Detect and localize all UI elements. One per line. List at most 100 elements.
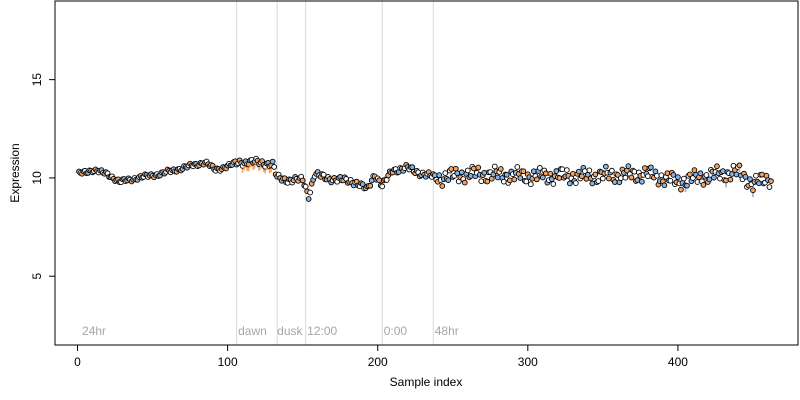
data-point [481, 169, 488, 176]
y-axis-ticks: 5 10 15 [30, 73, 55, 280]
data-point [461, 179, 468, 186]
data-point [563, 167, 570, 173]
data-point [547, 170, 554, 177]
data-point [595, 178, 602, 184]
data-point [681, 175, 687, 182]
data-point [618, 175, 624, 181]
data-point [517, 175, 524, 181]
data-point [579, 173, 585, 180]
data-point [661, 182, 668, 189]
data-point [742, 174, 749, 180]
data-point [711, 174, 717, 181]
data-point [600, 175, 606, 182]
data-point [759, 171, 765, 178]
x-tick-label: 200 [368, 355, 388, 369]
annotation-label: dawn [238, 324, 267, 338]
data-point [299, 177, 306, 184]
data-point [697, 170, 704, 177]
data-point [586, 167, 593, 174]
data-point [539, 174, 546, 181]
data-point [536, 165, 543, 171]
data-point [576, 168, 582, 175]
data-point [573, 180, 579, 186]
data-point [503, 171, 510, 178]
data-point [527, 181, 534, 188]
data-point [753, 172, 759, 179]
data-point [271, 164, 277, 170]
x-tick-label: 100 [218, 355, 238, 369]
data-point [484, 178, 491, 185]
data-point [467, 173, 474, 179]
data-point [667, 177, 674, 184]
data-point [625, 163, 632, 169]
time-annotations: 24hr dawn dusk 12:00 0:00 48hr [82, 324, 459, 338]
data-point [566, 180, 573, 187]
data-point [409, 164, 416, 171]
y-tick-label: 5 [30, 273, 44, 280]
data-point [320, 171, 327, 178]
y-tick-label: 10 [30, 171, 44, 185]
data-point [269, 158, 276, 165]
data-point [691, 167, 698, 173]
annotation-label: 48hr [435, 324, 459, 338]
data-point [675, 174, 681, 180]
data-point [727, 176, 734, 183]
data-point [670, 172, 677, 178]
data-point [714, 163, 720, 170]
data-point [494, 174, 501, 181]
data-point [500, 178, 507, 185]
data-point [475, 164, 482, 171]
data-point [631, 168, 638, 175]
y-tick-label: 15 [30, 73, 44, 87]
data-point [523, 178, 530, 185]
x-axis-title: Sample index [390, 375, 463, 389]
data-point [464, 167, 471, 174]
annotation-label: 24hr [82, 324, 106, 338]
x-tick-label: 0 [74, 355, 81, 369]
annotation-label: 12:00 [307, 324, 337, 338]
data-point [609, 167, 615, 174]
data-point [736, 162, 743, 169]
data-point [733, 171, 740, 178]
data-point [367, 182, 374, 189]
data-point [720, 168, 726, 174]
data-point [684, 182, 690, 189]
data-point [533, 176, 540, 183]
data-point [603, 163, 609, 170]
data-point [307, 189, 314, 196]
x-axis-ticks: 0 100 200 300 400 [74, 345, 688, 369]
plot-frame [54, 0, 799, 346]
data-point [628, 174, 635, 181]
data-point [678, 186, 684, 193]
data-point [497, 166, 504, 172]
data-point [491, 163, 498, 170]
data-point [654, 172, 660, 179]
data-point [550, 181, 557, 187]
data-point [766, 184, 773, 190]
data-point [639, 178, 645, 185]
data-point [664, 170, 671, 177]
data-points [76, 155, 774, 202]
data-point [302, 183, 309, 190]
annotation-label: dusk [277, 324, 303, 338]
data-point [687, 171, 693, 178]
data-point [553, 168, 560, 174]
data-point [750, 187, 756, 194]
data-point [506, 177, 513, 184]
data-point [520, 168, 527, 175]
y-axis-title: Expression [8, 143, 22, 202]
annotation-label: 0:00 [384, 324, 408, 338]
data-point [442, 170, 449, 176]
data-point [648, 164, 654, 171]
data-point [439, 183, 446, 189]
data-point [700, 182, 707, 188]
data-point [645, 173, 651, 180]
data-point [622, 174, 629, 181]
data-point [514, 164, 521, 170]
data-point [723, 177, 729, 184]
x-tick-label: 400 [668, 355, 688, 369]
data-point [470, 165, 477, 172]
x-tick-label: 300 [518, 355, 538, 369]
data-point [703, 172, 710, 178]
